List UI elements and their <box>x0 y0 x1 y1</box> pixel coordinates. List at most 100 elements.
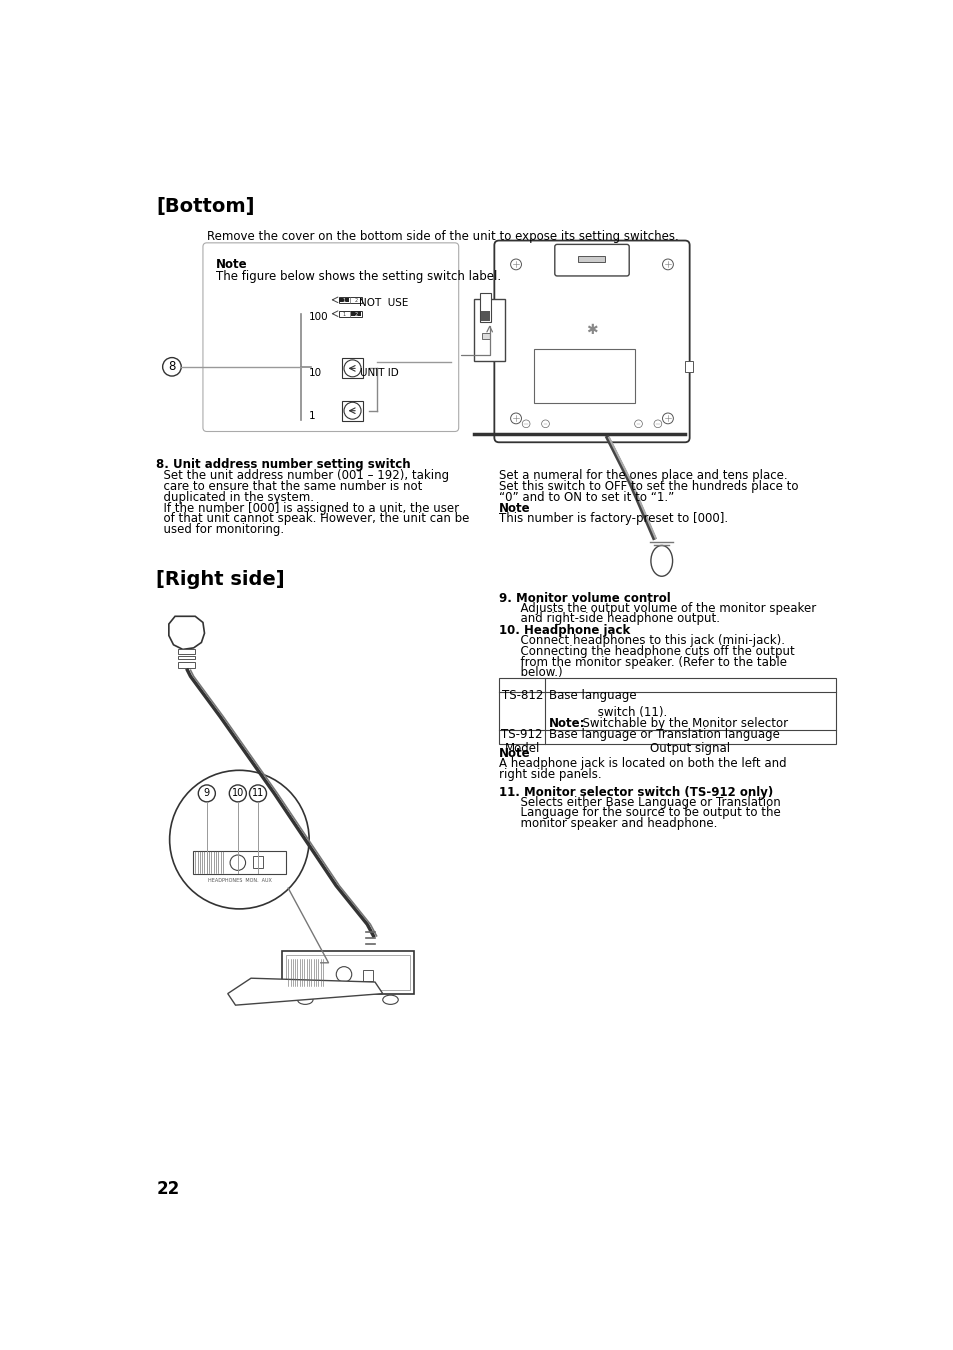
Text: Adjusts the output volume of the monitor speaker: Adjusts the output volume of the monitor… <box>513 602 816 614</box>
Text: 1: 1 <box>309 410 315 421</box>
Text: 9. Monitor volume control: 9. Monitor volume control <box>498 591 670 605</box>
Circle shape <box>510 259 521 270</box>
Text: 22: 22 <box>156 1180 179 1197</box>
Text: TS-812: TS-812 <box>501 690 542 702</box>
Bar <box>342 401 362 421</box>
Circle shape <box>661 259 673 270</box>
Text: Note:: Note: <box>549 717 585 730</box>
Text: switch (11).: switch (11). <box>549 706 667 720</box>
Text: [Bottom]: [Bottom] <box>156 197 254 216</box>
Text: duplicated in the system.: duplicated in the system. <box>156 491 314 504</box>
Text: right side panels.: right side panels. <box>498 768 601 782</box>
Circle shape <box>162 358 181 377</box>
Bar <box>178 649 195 653</box>
Text: 10. Headphone jack: 10. Headphone jack <box>498 624 630 637</box>
Text: 1: 1 <box>342 312 346 317</box>
Bar <box>178 656 195 659</box>
Text: UNIT ID: UNIT ID <box>360 369 398 378</box>
Circle shape <box>170 771 309 909</box>
Text: 2: 2 <box>355 312 357 317</box>
Text: NOT  USE: NOT USE <box>358 298 408 308</box>
FancyBboxPatch shape <box>203 243 458 432</box>
Bar <box>342 358 362 378</box>
Text: Model: Model <box>504 741 539 755</box>
Circle shape <box>541 420 549 428</box>
Circle shape <box>249 784 266 802</box>
Text: A headphone jack is located on both the left and: A headphone jack is located on both the … <box>498 757 786 771</box>
Text: 2: 2 <box>355 298 357 304</box>
Bar <box>339 297 349 302</box>
Ellipse shape <box>382 995 397 1004</box>
Text: monitor speaker and headphone.: monitor speaker and headphone. <box>513 817 717 830</box>
Text: Connecting the headphone cuts off the output: Connecting the headphone cuts off the ou… <box>513 645 794 657</box>
Text: HEADPHONES  MON.  AUX: HEADPHONES MON. AUX <box>208 878 272 883</box>
Circle shape <box>229 784 246 802</box>
Text: Remove the cover on the bottom side of the unit to expose its setting switches.: Remove the cover on the bottom side of t… <box>207 230 678 243</box>
Bar <box>286 954 410 990</box>
Text: from the monitor speaker. (Refer to the table: from the monitor speaker. (Refer to the … <box>513 656 786 668</box>
Bar <box>351 312 360 316</box>
Text: 8: 8 <box>168 360 175 374</box>
Text: Base language: Base language <box>549 690 637 702</box>
Text: [Right side]: [Right side] <box>156 570 285 589</box>
Circle shape <box>654 420 661 428</box>
Polygon shape <box>169 617 204 649</box>
Text: below.): below.) <box>513 667 562 679</box>
Text: used for monitoring.: used for monitoring. <box>156 524 284 536</box>
Text: care to ensure that the same number is not: care to ensure that the same number is n… <box>156 481 422 493</box>
Text: Connect headphones to this jack (mini-jack).: Connect headphones to this jack (mini-ja… <box>513 634 784 647</box>
Text: Base language or Translation language: Base language or Translation language <box>549 728 780 741</box>
Circle shape <box>634 420 641 428</box>
Text: If the number [000] is assigned to a unit, the user: If the number [000] is assigned to a uni… <box>156 502 459 514</box>
Bar <box>578 256 604 262</box>
Text: 10: 10 <box>232 788 244 798</box>
Circle shape <box>344 402 360 420</box>
Polygon shape <box>228 979 382 1006</box>
Ellipse shape <box>297 995 313 1004</box>
Text: Set a numeral for the ones place and tens place.: Set a numeral for the ones place and ten… <box>498 470 787 482</box>
Circle shape <box>344 360 360 377</box>
Bar <box>338 310 361 317</box>
Ellipse shape <box>650 545 672 576</box>
Text: 11. Monitor selector switch (TS-912 only): 11. Monitor selector switch (TS-912 only… <box>498 786 773 799</box>
Text: Selects either Base Language or Translation: Selects either Base Language or Translat… <box>513 795 780 809</box>
Text: and right-side headphone output.: and right-side headphone output. <box>513 613 720 625</box>
Circle shape <box>661 413 673 424</box>
Text: The figure below shows the setting switch label.: The figure below shows the setting switc… <box>216 270 500 282</box>
Text: Output signal: Output signal <box>650 741 730 755</box>
Text: 11: 11 <box>252 788 264 798</box>
Bar <box>534 350 634 404</box>
Circle shape <box>521 420 530 428</box>
Text: Note: Note <box>216 258 248 271</box>
Bar <box>338 297 361 302</box>
Text: 100: 100 <box>309 312 329 323</box>
FancyBboxPatch shape <box>494 240 689 443</box>
Bar <box>282 952 414 994</box>
Circle shape <box>198 784 215 802</box>
Circle shape <box>230 855 245 871</box>
Bar <box>481 333 489 339</box>
Bar <box>193 850 286 875</box>
Text: Set this switch to OFF to set the hundreds place to: Set this switch to OFF to set the hundre… <box>498 481 798 493</box>
Text: ✱: ✱ <box>585 323 598 338</box>
Text: 1: 1 <box>342 298 346 304</box>
Bar <box>480 293 491 323</box>
Text: Set the unit address number (001 – 192), taking: Set the unit address number (001 – 192),… <box>156 470 449 482</box>
FancyBboxPatch shape <box>555 244 629 275</box>
Circle shape <box>510 413 521 424</box>
Bar <box>474 300 505 360</box>
Text: TS-912: TS-912 <box>501 728 542 741</box>
Bar <box>684 362 692 373</box>
Bar <box>480 310 490 321</box>
Bar <box>363 969 373 980</box>
Text: 8. Unit address number setting switch: 8. Unit address number setting switch <box>156 459 411 471</box>
Text: 9: 9 <box>204 788 210 798</box>
Text: “0” and to ON to set it to “1.”: “0” and to ON to set it to “1.” <box>498 491 674 504</box>
Bar <box>178 662 195 668</box>
Text: Note: Note <box>498 502 530 514</box>
Bar <box>253 856 262 868</box>
Bar <box>498 678 835 744</box>
Text: This number is factory-preset to [000].: This number is factory-preset to [000]. <box>498 513 727 525</box>
Text: Switchable by the Monitor selector: Switchable by the Monitor selector <box>575 717 787 730</box>
Text: 10: 10 <box>309 369 322 378</box>
